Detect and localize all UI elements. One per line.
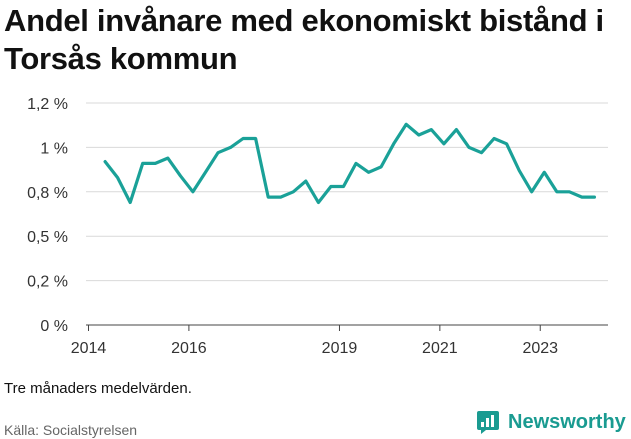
x-axis: 2014 2016 2019 2021 2023 [71, 324, 608, 357]
y-tick-label: 0,8 % [27, 185, 68, 202]
series-line [103, 122, 597, 205]
y-tick-label: 1 % [40, 140, 68, 157]
source-credit: Källa: Socialstyrelsen [4, 422, 138, 438]
y-tick-label: 0 % [40, 318, 68, 335]
y-tick-label: 0,5 % [27, 229, 68, 246]
chart-title: Andel invånare med ekonomiskt bistånd i … [4, 3, 604, 76]
y-tick-label: 1,2 % [27, 96, 68, 113]
brand-logo[interactable]: Newsworthy [476, 409, 626, 435]
x-tick-label: 2019 [322, 340, 358, 357]
y-tick-label: 0,2 % [27, 274, 68, 291]
data-series [103, 122, 597, 205]
x-tick-label: 2014 [71, 340, 107, 357]
brand-name: Newsworthy [508, 410, 626, 433]
chart-note: Tre månaders medelvärden. [4, 380, 192, 397]
x-tick-label: 2016 [171, 340, 207, 357]
x-tick-label: 2023 [522, 340, 558, 357]
newsworthy-logo-icon [477, 411, 499, 434]
y-axis: 0 % 0,2 % 0,5 % 0,8 % 1 % 1,2 % [27, 96, 68, 335]
gridlines [86, 102, 608, 282]
x-tick-label: 2021 [422, 340, 458, 357]
